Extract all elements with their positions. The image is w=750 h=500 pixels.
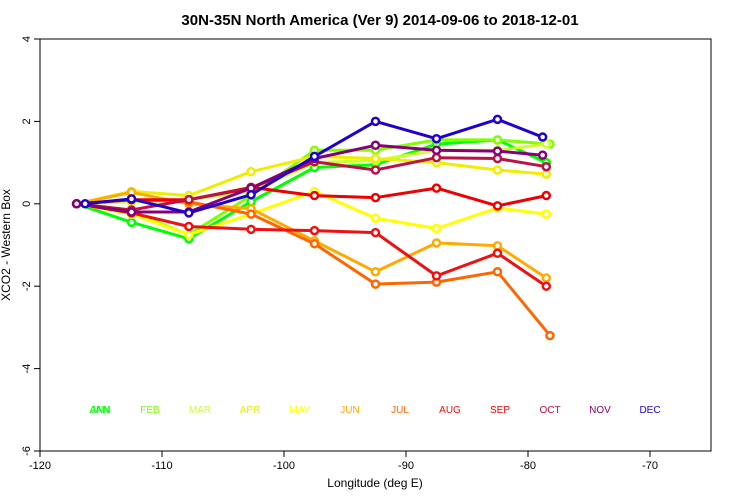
series-dec	[80, 114, 548, 218]
series-oct	[71, 152, 552, 215]
series-sep	[71, 182, 552, 211]
data-point-nov	[126, 207, 137, 217]
data-point-nov	[71, 199, 82, 209]
legend-item-aug: AUG	[439, 405, 461, 416]
legend-item-oct: OCT	[539, 405, 560, 416]
y-axis: -6 -4 -2 0 2 4	[21, 36, 40, 456]
plot-area-frame	[39, 38, 712, 452]
y-tick-label: -4	[21, 364, 33, 374]
data-point-may	[541, 209, 552, 219]
data-point-oct	[431, 152, 442, 163]
data-point-nov	[431, 145, 442, 155]
series-layer	[71, 114, 555, 341]
data-point-jun	[541, 273, 552, 283]
legend-item-jul: JUL	[391, 405, 409, 416]
data-point-oct	[492, 153, 503, 164]
legend-item-ann: ANN	[89, 405, 110, 416]
legend-item-mar: MAR	[189, 405, 211, 416]
data-point-apr	[492, 165, 503, 175]
data-point-oct	[184, 194, 194, 205]
data-point-jan	[126, 217, 137, 228]
data-point-may	[184, 229, 194, 240]
data-point-dec	[309, 151, 320, 162]
y-tick-label: -6	[21, 446, 33, 456]
data-point-mar	[541, 139, 552, 149]
data-point-aug	[246, 224, 256, 235]
data-point-dec	[126, 194, 137, 204]
x-axis: -120 -110 -100 -90 -80 -70	[29, 451, 658, 472]
data-point-dec	[80, 199, 90, 209]
data-point-jun	[431, 238, 442, 248]
data-point-jul	[309, 239, 320, 249]
data-point-aug	[309, 225, 320, 236]
data-point-may	[431, 223, 442, 234]
data-point-aug	[370, 227, 381, 238]
y-tick-label: -2	[21, 281, 33, 291]
data-point-jun	[492, 241, 503, 251]
data-point-feb	[492, 135, 503, 145]
data-point-dec	[184, 208, 194, 218]
data-point-sep	[431, 183, 442, 193]
data-point-dec	[537, 132, 548, 142]
data-point-nov	[537, 150, 548, 160]
data-point-may	[370, 213, 381, 223]
y-axis-label: XCO2 - Western Box	[0, 189, 13, 301]
data-point-apr	[370, 153, 381, 164]
legend-item-jan: JAN	[91, 405, 110, 416]
x-axis-label: Longitude (deg E)	[327, 476, 422, 490]
data-point-nov	[370, 140, 381, 151]
x-tick-label: -110	[151, 460, 172, 472]
legend: JAN FEB MAR APR MAY JUN JUL AUG SEP OCT NOV DEC ANN	[89, 405, 660, 416]
data-point-jul	[545, 330, 555, 341]
data-point-aug	[541, 281, 552, 291]
data-point-sep	[370, 192, 381, 203]
legend-item-sep: SEP	[490, 405, 510, 416]
legend-item-feb: FEB	[140, 405, 160, 416]
x-tick-label: -120	[29, 460, 51, 472]
data-point-aug	[492, 248, 503, 258]
data-point-nov	[492, 146, 503, 156]
data-point-sep	[492, 201, 503, 211]
legend-item-apr: APR	[240, 405, 261, 416]
data-point-sep	[309, 190, 320, 201]
x-tick-label: -100	[273, 460, 295, 472]
series-line-jun	[76, 190, 548, 280]
data-point-jun	[370, 267, 381, 277]
data-point-aug	[431, 271, 442, 281]
data-point-oct	[541, 161, 552, 172]
data-point-apr	[541, 169, 552, 179]
data-point-apr	[246, 166, 256, 177]
data-point-sep	[541, 190, 552, 201]
data-point-jul	[492, 267, 503, 277]
data-point-dec	[492, 114, 503, 125]
data-point-aug	[184, 221, 194, 232]
y-tick-label: 4	[21, 36, 33, 42]
data-point-dec	[431, 133, 442, 144]
y-tick-label: 2	[21, 118, 33, 124]
chart-title: 30N-35N North America (Ver 9) 2014-09-06…	[181, 12, 578, 29]
data-point-dec	[370, 116, 381, 127]
data-point-dec	[246, 189, 256, 200]
x-tick-label: -80	[520, 460, 536, 472]
legend-item-may: MAY	[290, 405, 311, 416]
legend-item-jun: JUN	[340, 405, 359, 416]
legend-item-dec: DEC	[639, 405, 660, 416]
data-point-jul	[246, 209, 256, 219]
x-tick-label: -70	[642, 460, 658, 472]
y-tick-label: 0	[21, 201, 33, 207]
data-point-jul	[370, 279, 381, 289]
legend-item-nov: NOV	[589, 405, 611, 416]
data-point-oct	[370, 165, 381, 175]
x-tick-label: -90	[398, 460, 414, 472]
